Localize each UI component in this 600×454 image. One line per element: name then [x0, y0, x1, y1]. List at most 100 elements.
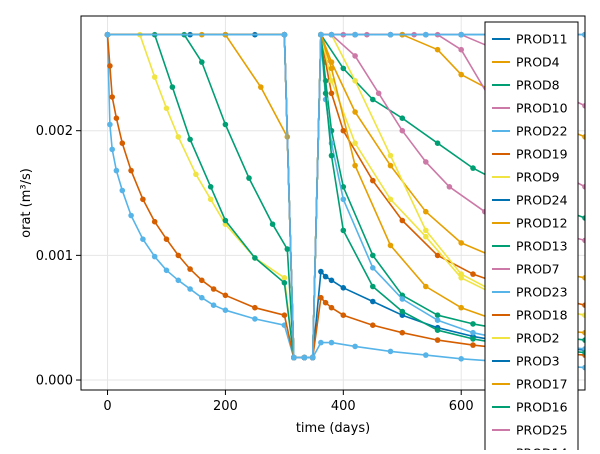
data-point-prod19 — [222, 292, 229, 299]
plot-frame — [80, 15, 586, 391]
data-point-prod22 — [113, 167, 120, 174]
data-point-prod13 — [252, 255, 258, 261]
data-point-prod18 — [470, 342, 476, 348]
data-point-prod17 — [328, 65, 335, 72]
axis-layer: 0 200 400 600 0.000 0.001 0.002 — [36, 124, 474, 414]
data-point-prod18 — [434, 337, 441, 343]
legend-label: PROD14 — [516, 446, 568, 451]
data-point-prod13 — [187, 136, 193, 143]
data-point-prod17 — [458, 304, 465, 311]
legend-label: PROD16 — [516, 400, 568, 415]
data-point-prod14 — [423, 31, 429, 38]
data-point-prod23 — [399, 296, 406, 302]
data-point-prod22 — [328, 339, 335, 346]
data-point-prod7 — [352, 53, 358, 59]
legend-label: PROD9 — [516, 170, 560, 185]
y-tick-label: 0.001 — [36, 249, 73, 264]
data-point-prod14 — [387, 31, 394, 38]
data-point-prod19 — [399, 217, 406, 224]
data-point-prod7 — [423, 159, 429, 165]
data-point-prod19 — [281, 312, 288, 319]
data-point-prod10 — [458, 46, 465, 53]
data-point-prod7 — [375, 90, 382, 97]
legend-label: PROD13 — [516, 239, 568, 254]
data-point-prod24 — [328, 277, 335, 284]
series-line-prod19 — [106, 33, 585, 359]
data-point-prod8 — [470, 165, 476, 171]
data-point-prod22 — [387, 348, 394, 355]
data-point-prod16 — [399, 308, 406, 315]
data-point-prod2 — [423, 227, 429, 234]
data-point-prod19 — [370, 177, 376, 184]
data-point-prod13 — [340, 184, 347, 190]
data-point-prod19 — [163, 236, 170, 242]
data-point-prod4 — [434, 46, 441, 53]
legend-label: PROD19 — [516, 147, 568, 162]
data-point-prod14 — [301, 354, 308, 361]
data-point-prod22 — [107, 121, 113, 128]
data-point-prod13 — [582, 337, 585, 343]
legend-label: PROD24 — [516, 193, 568, 208]
data-point-prod13 — [470, 321, 476, 327]
data-point-prod22 — [423, 352, 429, 358]
data-point-prod24 — [322, 273, 329, 280]
data-point-prod16 — [582, 349, 585, 356]
data-point-prod8 — [399, 115, 406, 121]
data-point-prod16 — [470, 336, 476, 342]
data-point-prod22 — [187, 286, 193, 292]
data-point-prod14 — [328, 31, 335, 38]
data-point-prod19 — [109, 94, 115, 100]
data-point-prod13 — [222, 217, 229, 224]
data-point-prod16 — [328, 152, 335, 159]
y-tick-label: 0.002 — [36, 124, 73, 139]
legend-label: PROD7 — [516, 262, 560, 277]
legend-label: PROD10 — [516, 101, 568, 116]
data-point-prod22 — [352, 343, 358, 350]
data-point-prod8 — [284, 246, 291, 252]
data-point-prod22 — [458, 356, 465, 362]
legend: PROD11 PROD4 PROD8 PROD10 PROD22 PROD19 PROD9 P… — [484, 21, 579, 454]
data-point-prod18 — [318, 294, 324, 301]
data-point-prod19 — [113, 115, 120, 121]
x-axis-label: time (days) — [296, 421, 370, 436]
data-point-prod18 — [322, 299, 329, 306]
data-point-prod9 — [281, 275, 288, 281]
x-tick-label: 200 — [213, 399, 238, 414]
series-line-prod22 — [106, 34, 585, 369]
legend-label: PROD3 — [516, 354, 560, 369]
data-point-prod19 — [199, 277, 205, 284]
data-point-prod9 — [328, 78, 335, 84]
data-point-prod8 — [222, 121, 229, 128]
data-point-prod18 — [370, 322, 376, 329]
data-point-prod19 — [128, 167, 134, 174]
data-point-prod19 — [175, 252, 182, 259]
data-point-prod9 — [387, 196, 394, 203]
data-point-prod19 — [119, 140, 126, 146]
data-point-prod14 — [458, 31, 465, 38]
data-point-prod8 — [370, 96, 376, 103]
data-point-prod23 — [340, 196, 347, 203]
data-point-prod12 — [387, 162, 394, 169]
data-point-prod9 — [207, 196, 214, 203]
data-point-prod24 — [370, 298, 376, 305]
data-point-prod8 — [434, 140, 441, 146]
legend-label: PROD11 — [516, 32, 568, 47]
data-point-prod9 — [193, 171, 199, 178]
data-point-prod22 — [210, 302, 217, 309]
legend-label: PROD4 — [516, 55, 560, 70]
data-point-prod7 — [446, 184, 453, 190]
data-point-prod22 — [175, 277, 182, 284]
data-point-prod14 — [104, 31, 111, 38]
data-point-prod22 — [119, 187, 126, 194]
data-point-prod19 — [252, 304, 258, 311]
legend-box — [484, 21, 579, 454]
data-point-prod19 — [582, 302, 585, 308]
data-point-prod8 — [246, 175, 252, 181]
data-point-prod19 — [107, 63, 113, 69]
x-tick-label: 400 — [331, 399, 356, 414]
data-point-prod22 — [222, 307, 229, 314]
data-point-prod12 — [423, 208, 429, 215]
data-point-prod22 — [109, 146, 115, 153]
